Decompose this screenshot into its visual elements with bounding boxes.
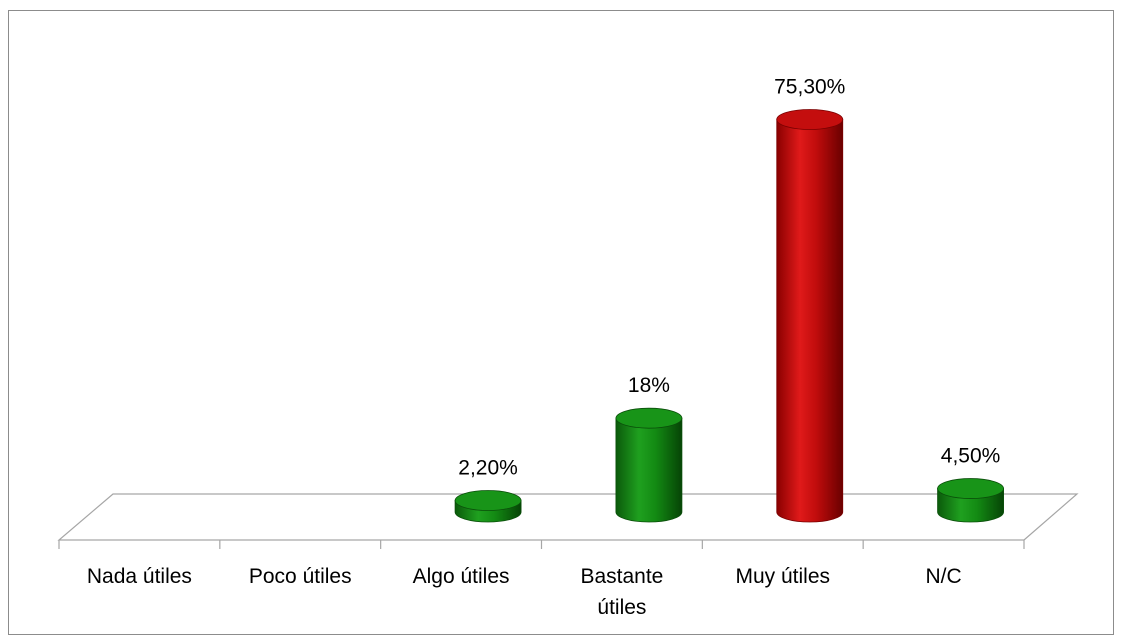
category-label: Algo útiles [413, 565, 510, 588]
category-label: Poco útiles [249, 565, 352, 588]
category-label: útiles [597, 596, 646, 619]
bar-body [615, 417, 683, 523]
bar-top [454, 490, 522, 511]
bar [937, 478, 1004, 523]
bar-top [615, 407, 683, 429]
category-label: Muy útiles [735, 565, 830, 588]
category-label: N/C [925, 565, 961, 588]
bars-group [454, 109, 1004, 523]
value-labels-group: 2,20% 18% 75,30% 4,50% [458, 75, 1000, 479]
chart-floor [57, 493, 1079, 541]
bar [615, 407, 683, 523]
data-label: 18% [628, 374, 670, 397]
bar [454, 490, 522, 523]
category-label: Bastante [580, 565, 663, 588]
bar-top [937, 478, 1004, 499]
bar-top [776, 109, 844, 130]
x-axis-ticks [58, 540, 1025, 549]
bar [776, 109, 844, 523]
category-labels-group: Nada útiles Poco útiles Algo útiles Bastant… [87, 565, 962, 619]
data-label: 4,50% [941, 445, 1001, 468]
data-label: 75,30% [774, 75, 845, 98]
data-label: 2,20% [458, 457, 518, 480]
category-label: Nada útiles [87, 565, 192, 588]
bar-body [776, 119, 844, 523]
